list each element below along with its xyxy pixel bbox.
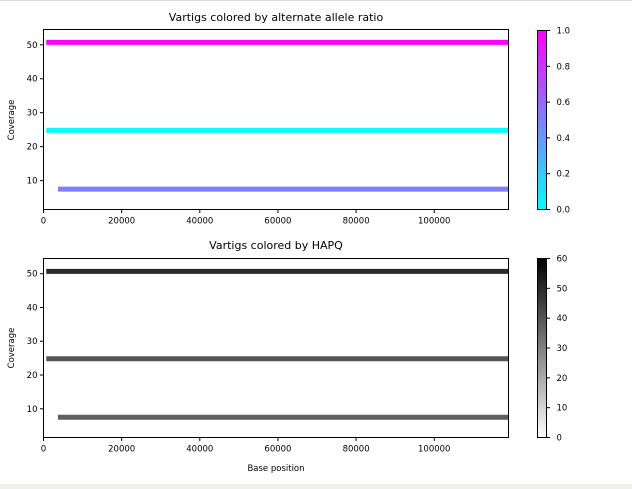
y-tick-label: 10 — [27, 177, 38, 187]
colorbar-tick-label: 40 — [557, 314, 568, 324]
colorbar-tick-label: 60 — [557, 255, 568, 265]
axes-frame — [43, 258, 509, 438]
x-tick-label: 80000 — [343, 217, 370, 227]
x-tick-label: 100000 — [418, 445, 450, 455]
x-tick-label: 0 — [41, 445, 46, 455]
x-tick-label: 40000 — [186, 217, 213, 227]
y-axis-label: Coverage — [7, 328, 17, 369]
y-tick-label: 10 — [27, 405, 38, 415]
y-tick-label: 30 — [27, 337, 38, 347]
colorbar — [537, 30, 547, 210]
axes-frame — [43, 29, 509, 210]
x-tick-label: 40000 — [186, 445, 213, 455]
y-tick-label: 40 — [27, 303, 38, 313]
plot-area — [46, 39, 508, 192]
plot-area — [46, 268, 508, 420]
colorbar-tick-label: 1.0 — [557, 27, 571, 37]
y-tick-label: 50 — [27, 41, 38, 51]
window-bottom-strip — [0, 484, 632, 489]
colorbar-tick-label: 0.6 — [557, 98, 571, 108]
colorbar-tick-label: 0.8 — [557, 62, 571, 72]
x-axis-label: Base position — [247, 464, 304, 474]
chart-title: Vartigs colored by HAPQ — [209, 239, 343, 252]
colorbar-tick-label: 50 — [557, 284, 568, 294]
y-tick-label: 30 — [27, 109, 38, 119]
colorbar-tick-label: 10 — [557, 404, 568, 414]
allele-ratio-panel: Vartigs colored by alternate allele rati… — [7, 11, 570, 227]
x-tick-label: 60000 — [264, 217, 291, 227]
colorbar-tick-label: 0.2 — [557, 170, 571, 180]
x-axis: 0 20000 40000 60000 80000 100000 — [41, 437, 450, 455]
colorbar-tick-label: 0 — [557, 434, 562, 444]
window-top-border — [0, 0, 632, 1]
y-tick-label: 40 — [27, 75, 38, 85]
x-tick-label: 20000 — [108, 445, 135, 455]
hapq-panel: Vartigs colored by HAPQ Coverage Base po… — [7, 239, 567, 474]
y-axis: 10 20 30 40 50 — [27, 41, 44, 187]
chart-title: Vartigs colored by alternate allele rati… — [169, 11, 384, 24]
colorbar — [537, 258, 547, 438]
colorbar-tick-label: 0.4 — [557, 134, 571, 144]
y-tick-label: 50 — [27, 270, 38, 280]
y-tick-label: 20 — [27, 143, 38, 153]
x-tick-label: 100000 — [418, 217, 450, 227]
x-axis: 0 20000 40000 60000 80000 100000 — [41, 209, 450, 227]
y-axis-label: Coverage — [7, 100, 17, 141]
x-tick-label: 60000 — [264, 445, 291, 455]
colorbar-tick-label: 0.0 — [557, 206, 571, 216]
x-tick-label: 0 — [41, 217, 46, 227]
x-tick-label: 20000 — [108, 217, 135, 227]
y-tick-label: 20 — [27, 371, 38, 381]
y-axis: 10 20 30 40 50 — [27, 270, 44, 415]
colorbar-axis: 0.0 0.2 0.4 0.6 0.8 1.0 — [546, 27, 571, 216]
colorbar-tick-label: 30 — [557, 344, 568, 354]
colorbar-tick-label: 20 — [557, 374, 568, 384]
colorbar-axis: 0 10 20 30 40 50 60 — [546, 255, 568, 444]
x-tick-label: 80000 — [343, 445, 370, 455]
